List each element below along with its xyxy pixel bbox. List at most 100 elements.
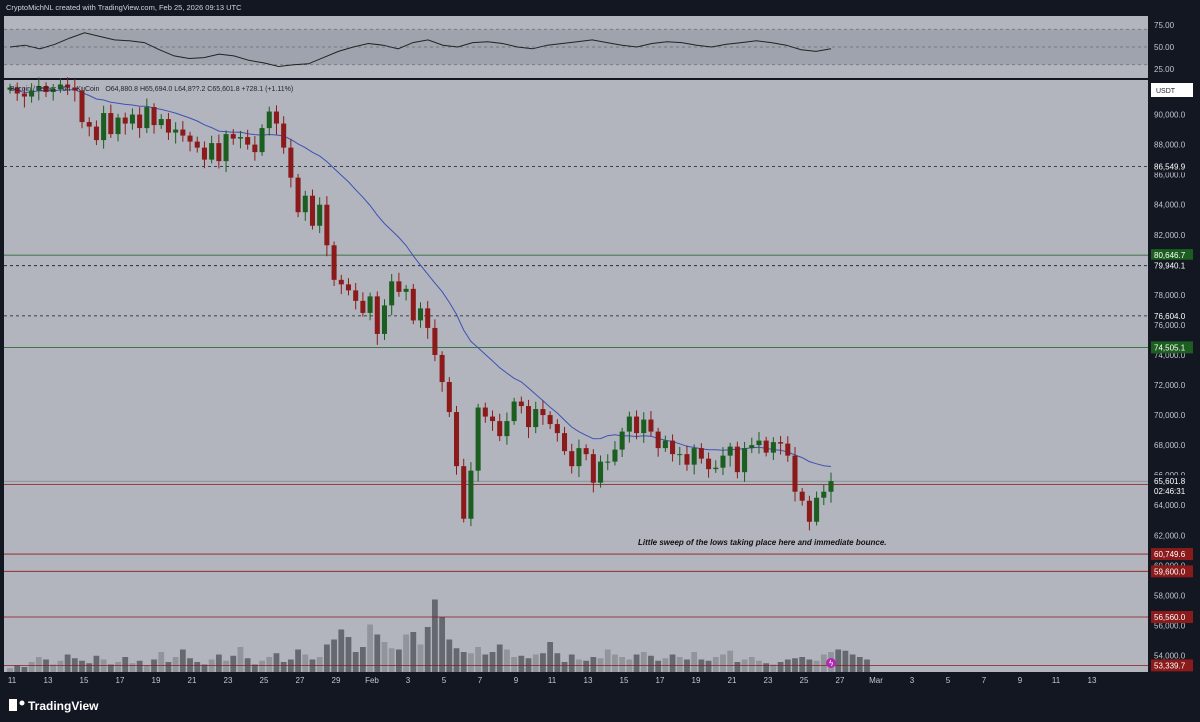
candle	[374, 291, 380, 345]
candle-body	[583, 448, 589, 455]
time-axis-bg	[0, 673, 1150, 687]
candle	[828, 472, 834, 503]
candle-body	[115, 117, 121, 135]
volume-bar	[367, 624, 373, 672]
volume-bar	[266, 657, 273, 672]
price-level-badge[interactable]	[1151, 565, 1193, 578]
price-level-badge[interactable]	[1151, 160, 1193, 173]
volume-bar	[835, 649, 842, 672]
candle-body	[237, 137, 243, 139]
time-tick-label: 19	[152, 676, 161, 685]
rsi-tick-label: 75.00	[1154, 21, 1175, 30]
candle-body	[367, 296, 373, 313]
candle-body	[122, 117, 128, 124]
candle-body	[72, 87, 78, 91]
candle	[698, 443, 704, 464]
symbol-legend: Bitcoin / Tether · 6h · KuCoin O64,880.8…	[10, 86, 293, 93]
candle	[309, 189, 315, 230]
brand-footer: TradingView	[9, 699, 99, 713]
candle	[677, 446, 683, 466]
rsi-tick-label: 50.00	[1154, 43, 1175, 52]
candle-body	[468, 470, 474, 519]
volume-bar	[820, 654, 827, 672]
volume-bar	[396, 649, 402, 672]
candle	[706, 452, 712, 478]
candle-body	[273, 111, 279, 124]
candle	[93, 120, 99, 146]
price-level-badge[interactable]	[1151, 249, 1193, 262]
candle	[634, 410, 640, 440]
lightning-icon[interactable]	[826, 658, 836, 668]
candle-body	[778, 442, 784, 444]
candle-body	[569, 451, 575, 467]
candle	[648, 411, 654, 437]
candle	[389, 273, 395, 316]
volume-bar	[230, 655, 237, 672]
candle-body	[720, 455, 726, 468]
price-tick-label: 54,000.0	[1154, 651, 1186, 660]
candle	[526, 399, 532, 439]
ohlc-values: O64,880.8 H65,694.0 L64,8??.2 C65,601.8 …	[105, 86, 293, 93]
candle	[684, 445, 690, 471]
time-tick-label: 21	[188, 676, 197, 685]
candle	[749, 437, 755, 454]
price-tick-label: 64,000.0	[1154, 501, 1186, 510]
candle-body	[634, 416, 640, 434]
volume-bar	[295, 649, 301, 672]
time-tick-label: 7	[982, 676, 987, 685]
candle-body	[79, 90, 85, 123]
price-level-label: 56,560.0	[1154, 613, 1186, 622]
volume-bar	[251, 664, 258, 672]
volume-bar	[720, 654, 726, 672]
price-level-badge[interactable]	[1151, 611, 1193, 624]
volume-bar	[201, 664, 208, 672]
volume-bar	[676, 657, 683, 672]
price-axis[interactable]: 90,000.0 88,000.0 86,000.0 84,000.0 82,000.0…	[1151, 111, 1193, 672]
currency-badge[interactable]	[1151, 83, 1193, 97]
candle	[446, 377, 452, 418]
price-level-badge[interactable]	[1151, 309, 1193, 322]
candle	[266, 106, 272, 136]
time-axis[interactable]: 11 13 15 17 19 21 23 25 27 29 Feb 3 5 7 9 11 13 15 17 19 21 2…	[0, 673, 1150, 687]
price-level-badge[interactable]	[1151, 259, 1193, 272]
candle-body	[734, 446, 740, 473]
candle-body	[526, 406, 532, 428]
volume-bar	[842, 650, 849, 672]
price-level-badge[interactable]	[1151, 548, 1193, 561]
volume-bar	[756, 660, 762, 672]
candle	[662, 435, 668, 452]
price-level-label: 74,505.1	[1154, 343, 1186, 352]
candle	[403, 285, 409, 301]
candle	[727, 442, 733, 467]
last-price-badge[interactable]	[1151, 475, 1193, 498]
candle-body	[108, 113, 114, 135]
price-level-badge[interactable]	[1151, 659, 1193, 672]
volume-bar	[424, 627, 431, 672]
candle	[7, 83, 13, 94]
time-tick-label: 13	[1088, 676, 1097, 685]
candle-body	[785, 443, 791, 456]
candle	[216, 134, 222, 169]
candle	[72, 78, 78, 102]
price-level-badge[interactable]	[1151, 341, 1193, 354]
rsi-indicator: 75.00 50.00 25.00	[0, 21, 1200, 80]
volume-bar	[64, 654, 71, 672]
candle-body	[360, 300, 366, 313]
price-level-label: 86,549.9	[1154, 162, 1186, 171]
volume-bar	[215, 654, 222, 672]
time-tick-label: 23	[224, 676, 233, 685]
candle-body	[691, 448, 697, 465]
volume-bar	[532, 654, 539, 672]
volume-bar	[158, 652, 165, 672]
volume-bar	[302, 654, 309, 672]
candle	[137, 107, 143, 138]
candle-body	[281, 123, 287, 148]
candle-body	[684, 454, 690, 465]
candle	[453, 405, 460, 475]
price-tick-label: 70,000.0	[1154, 411, 1186, 420]
candle-body	[482, 407, 488, 417]
price-tick-label: 58,000.0	[1154, 591, 1186, 600]
candle-body	[252, 144, 258, 153]
candle-body	[7, 87, 13, 90]
candle	[734, 441, 740, 479]
